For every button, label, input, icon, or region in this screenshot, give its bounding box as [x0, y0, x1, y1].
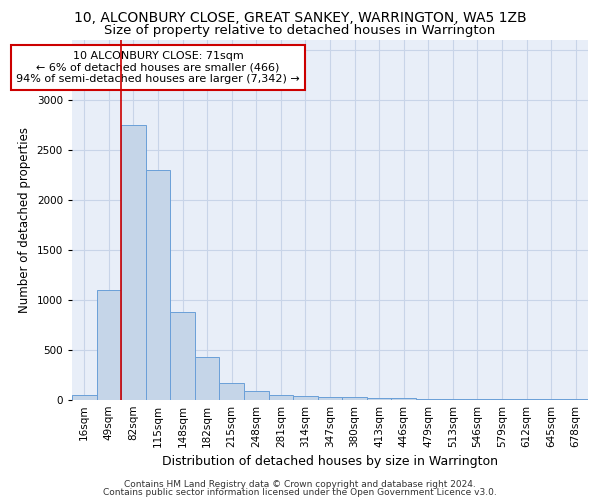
- Text: 10, ALCONBURY CLOSE, GREAT SANKEY, WARRINGTON, WA5 1ZB: 10, ALCONBURY CLOSE, GREAT SANKEY, WARRI…: [74, 11, 526, 25]
- Y-axis label: Number of detached properties: Number of detached properties: [18, 127, 31, 313]
- Bar: [293, 396, 318, 400]
- Bar: [195, 357, 220, 400]
- Text: Size of property relative to detached houses in Warrington: Size of property relative to detached ho…: [104, 24, 496, 37]
- Bar: [440, 398, 465, 400]
- Bar: [220, 383, 244, 400]
- Bar: [97, 290, 121, 400]
- Bar: [416, 398, 440, 400]
- Bar: [146, 170, 170, 400]
- Bar: [563, 399, 588, 400]
- Bar: [490, 399, 514, 400]
- Bar: [170, 312, 195, 400]
- Bar: [367, 398, 391, 400]
- Bar: [391, 398, 416, 400]
- Text: Contains HM Land Registry data © Crown copyright and database right 2024.: Contains HM Land Registry data © Crown c…: [124, 480, 476, 489]
- Text: Contains public sector information licensed under the Open Government Licence v3: Contains public sector information licen…: [103, 488, 497, 497]
- Bar: [121, 125, 146, 400]
- Bar: [318, 396, 342, 400]
- X-axis label: Distribution of detached houses by size in Warrington: Distribution of detached houses by size …: [162, 456, 498, 468]
- Text: 10 ALCONBURY CLOSE: 71sqm
← 6% of detached houses are smaller (466)
94% of semi-: 10 ALCONBURY CLOSE: 71sqm ← 6% of detach…: [16, 51, 300, 84]
- Bar: [342, 397, 367, 400]
- Bar: [72, 394, 97, 400]
- Bar: [539, 399, 563, 400]
- Bar: [244, 391, 269, 400]
- Bar: [269, 394, 293, 400]
- Bar: [465, 399, 490, 400]
- Bar: [514, 399, 539, 400]
